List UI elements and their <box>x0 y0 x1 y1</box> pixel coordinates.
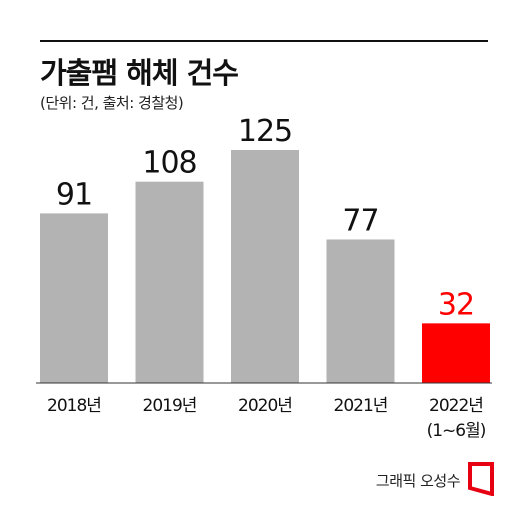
x-tick-label: 2021년 <box>334 396 388 416</box>
bar-2019년 <box>135 181 204 383</box>
bar-2022년 <box>422 323 490 383</box>
value-label: 91 <box>56 177 92 212</box>
value-label: 32 <box>438 287 474 322</box>
bar-2021년 <box>326 239 395 383</box>
value-label: 125 <box>238 114 292 149</box>
chart-title: 가출팸 해체 건수 <box>40 56 239 90</box>
value-label: 77 <box>342 203 378 238</box>
publisher-logo-icon <box>468 462 494 496</box>
bar-2020년 <box>231 150 299 383</box>
x-tick-label: 2020년 <box>238 396 292 416</box>
x-tick-sublabel: (1~6월) <box>427 421 486 441</box>
chart-subtitle: (단위: 건, 출처: 경찰청) <box>40 94 184 112</box>
x-tick-label: 2018년 <box>47 396 101 416</box>
value-label: 108 <box>142 146 196 181</box>
bar-2018년 <box>40 213 108 383</box>
graphic-credit: 그래픽 오성수 <box>375 472 461 490</box>
x-tick-label: 2019년 <box>143 396 197 416</box>
x-tick-label: 2022년 <box>429 396 483 416</box>
title-rule <box>40 40 488 42</box>
